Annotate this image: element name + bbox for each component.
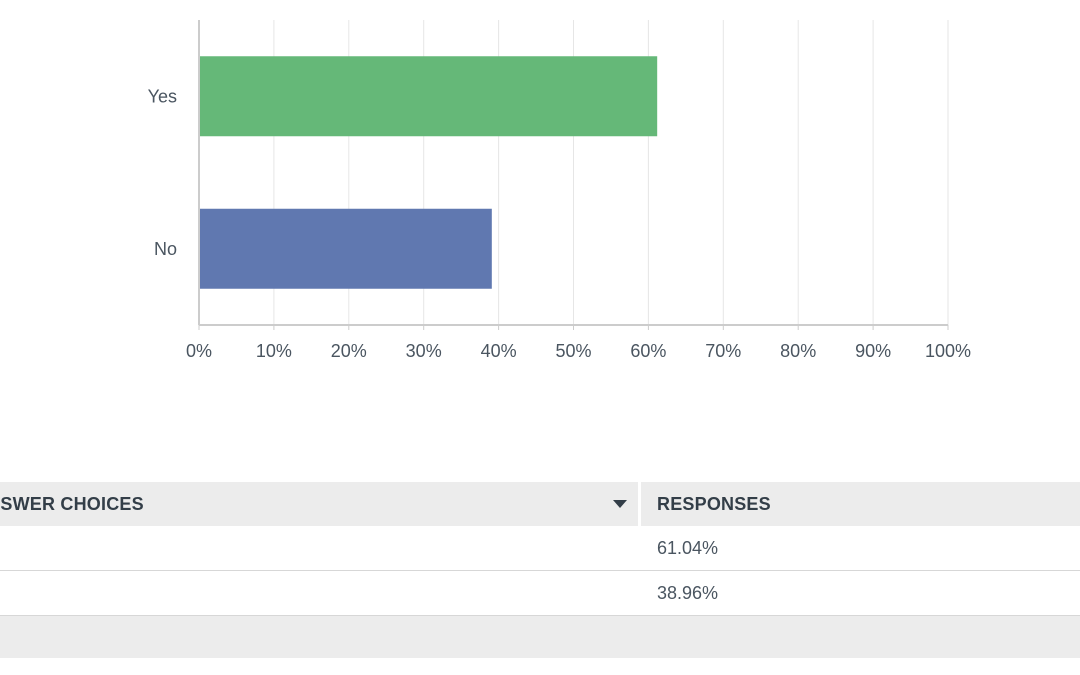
chart-bars [200, 56, 658, 289]
x-tick-label: 10% [256, 341, 292, 361]
x-tick-label: 30% [406, 341, 442, 361]
answer-choices-header-label: ANSWER CHOICES [0, 494, 144, 514]
table-row: 61.04% [0, 526, 1080, 571]
x-tick-label: 40% [481, 341, 517, 361]
bar-yes[interactable] [200, 56, 658, 137]
x-tick-label: 20% [331, 341, 367, 361]
chart-axes [198, 20, 949, 330]
chart-category-labels: Yes No [148, 86, 177, 259]
response-percent: 61.04% [657, 538, 719, 558]
responses-header[interactable]: RESPONSES [657, 494, 771, 514]
category-label: Yes [148, 86, 177, 106]
bar-chart: 0% 10% 20% 30% 40% 50% 60% 70% 80% 90% 100% Yes No [148, 20, 971, 361]
x-tick-label: 50% [555, 341, 591, 361]
bar-no[interactable] [200, 208, 492, 289]
table-footer-row [0, 616, 1080, 658]
category-label: No [154, 239, 177, 259]
response-percent: 38.96% [657, 583, 719, 603]
column-divider [638, 482, 641, 526]
answer-choices-header[interactable]: ANSWER CHOICES [0, 482, 638, 526]
x-tick-label: 60% [630, 341, 666, 361]
x-tick-label: 80% [780, 341, 816, 361]
x-tick-label: 70% [705, 341, 741, 361]
x-tick-label: 90% [855, 341, 891, 361]
x-tick-label: 0% [186, 341, 212, 361]
sort-caret-icon[interactable] [613, 500, 627, 508]
table-row: 38.96% [0, 571, 1080, 616]
responses-table: ANSWER CHOICES RESPONSES 61.04% 38.96% [0, 482, 1080, 658]
x-tick-label: 100% [925, 341, 971, 361]
chart-tick-labels: 0% 10% 20% 30% 40% 50% 60% 70% 80% 90% 100% [186, 341, 971, 361]
table-header-row: ANSWER CHOICES RESPONSES [0, 482, 1080, 526]
